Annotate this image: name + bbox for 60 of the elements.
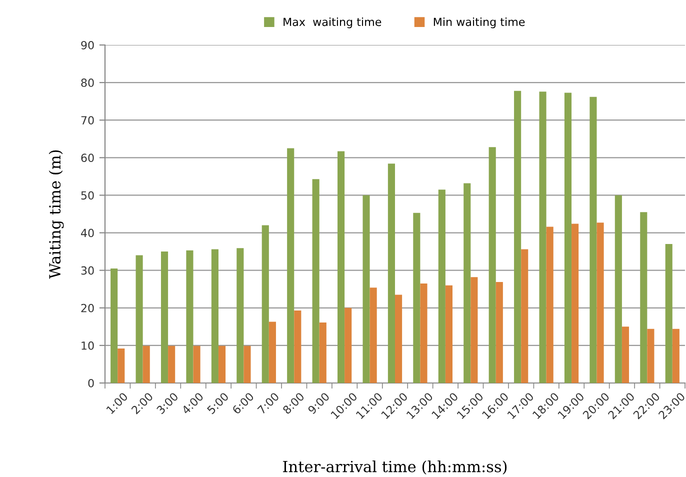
bar — [287, 148, 294, 383]
bar — [294, 310, 302, 383]
bar — [312, 179, 320, 383]
bar — [268, 322, 276, 383]
bar — [496, 282, 503, 383]
bar — [546, 226, 554, 383]
y-tick-label: 0 — [88, 378, 94, 388]
bar — [665, 244, 672, 383]
y-tick-label: 50 — [81, 191, 94, 200]
bar — [142, 346, 150, 383]
legend-label: Max waiting time — [284, 17, 382, 28]
bar — [186, 250, 194, 383]
bar — [193, 346, 200, 383]
bar — [596, 222, 604, 383]
bar — [168, 346, 176, 383]
bar — [118, 348, 125, 383]
bar — [438, 190, 446, 383]
bar — [344, 308, 352, 383]
bar — [521, 249, 528, 383]
bar — [136, 255, 143, 383]
bar — [622, 326, 630, 383]
bar — [590, 96, 597, 383]
bar — [262, 225, 269, 383]
bar — [236, 248, 244, 383]
bar — [388, 164, 395, 383]
y-tick-label: 20 — [81, 304, 94, 312]
x-axis-title: Inter-arrival time (hh:mm:ss) — [283, 460, 507, 474]
bar — [244, 346, 251, 383]
bar — [338, 151, 345, 383]
bar — [362, 195, 370, 383]
bar — [370, 288, 377, 383]
bar — [647, 328, 654, 383]
bar — [218, 346, 226, 383]
y-tick-label: 80 — [81, 78, 94, 87]
y-tick-label: 10 — [82, 341, 94, 350]
y-tick-label: 30 — [81, 266, 94, 275]
legend-label: Min waiting time — [434, 17, 525, 28]
bar — [572, 224, 579, 383]
y-tick-label: 70 — [81, 116, 94, 124]
y-tick-label: 60 — [81, 154, 94, 162]
bar — [564, 92, 572, 383]
bar — [160, 252, 168, 383]
bar — [395, 294, 402, 383]
bar — [672, 328, 680, 383]
y-tick-label: 90 — [81, 40, 94, 50]
y-axis-title: Waiting time (m) — [48, 150, 64, 279]
bar — [488, 147, 496, 383]
bar — [319, 322, 326, 383]
bar — [420, 283, 428, 383]
bar — [110, 268, 118, 383]
bar — [640, 212, 648, 383]
bar — [470, 277, 478, 383]
bar — [539, 92, 546, 383]
bar — [445, 285, 452, 383]
bar — [514, 90, 522, 383]
bar — [464, 183, 471, 383]
y-tick-label: 40 — [80, 228, 94, 238]
bar — [413, 212, 420, 383]
bar — [211, 249, 218, 383]
bar — [614, 195, 622, 383]
